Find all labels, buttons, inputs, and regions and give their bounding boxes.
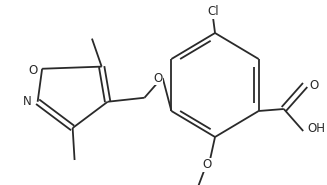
Text: Cl: Cl	[207, 5, 219, 18]
Text: O: O	[153, 71, 163, 85]
Text: O: O	[28, 64, 37, 77]
Text: O: O	[309, 79, 318, 92]
Text: N: N	[23, 95, 32, 108]
Text: O: O	[203, 159, 212, 171]
Text: OH: OH	[307, 122, 325, 135]
